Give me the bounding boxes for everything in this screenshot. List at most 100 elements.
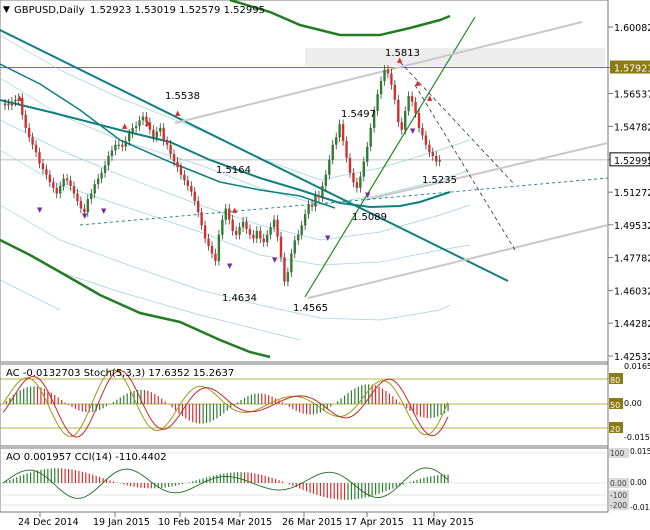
- candle-body: [417, 112, 421, 128]
- candle-body: [279, 236, 283, 258]
- moving-average-line: [0, 99, 451, 209]
- candle-body: [221, 219, 224, 235]
- candle-body: [165, 141, 169, 145]
- uptrend-line[interactable]: [304, 16, 476, 298]
- cci-line: [2, 467, 449, 499]
- cci-level-box: [609, 448, 629, 458]
- candle-body: [414, 101, 417, 113]
- candle-body: [155, 131, 158, 138]
- candle-body: [100, 172, 103, 179]
- candle-body: [131, 127, 134, 134]
- dashed-projection-line[interactable]: [399, 61, 516, 186]
- fractal-down-marker: ▼: [272, 256, 278, 264]
- candle-body: [390, 73, 393, 85]
- ao-panel: [0, 447, 609, 513]
- cci-level-box: [609, 490, 629, 500]
- candle-body: [252, 234, 255, 239]
- candle-body: [107, 156, 110, 166]
- candle-body: [48, 174, 52, 183]
- candle-body: [379, 81, 383, 95]
- channel-line-middle[interactable]: [364, 142, 609, 201]
- channel-line-upper[interactable]: [174, 21, 583, 124]
- dotted-trend-line[interactable]: [79, 177, 609, 226]
- downtrend-line[interactable]: [0, 29, 509, 282]
- candle-body: [179, 167, 183, 175]
- fractal-down-marker: ▼: [410, 127, 416, 135]
- date-label: 19 Jan 2015: [93, 517, 150, 528]
- ac-indicator-layer: [0, 369, 608, 438]
- ao-axis-label: 0.015664: [630, 447, 650, 456]
- candle-body: [331, 144, 334, 160]
- candle-body: [96, 178, 100, 185]
- candle-body: [355, 182, 359, 188]
- fractal-down-marker: ▼: [82, 212, 88, 220]
- main-chart-layer: ▲ ▲ ▲ ▲ ▲ ▲ ▲ ▲ ▼ ▼ ▼ ▼ ▼ ▼ ▼ ▼ 1.5813 1.5538 1.5497 1.5164…: [0, 0, 609, 359]
- level-price-box: [610, 60, 650, 74]
- candle-body: [324, 174, 328, 187]
- channel-line-lower[interactable]: [307, 224, 609, 299]
- candle-body: [262, 238, 265, 243]
- candle-body: [231, 219, 234, 231]
- candle-body: [76, 193, 79, 202]
- candle-body: [79, 201, 83, 209]
- date-label: 11 May 2015: [412, 517, 474, 528]
- candle-body: [359, 176, 362, 188]
- fractal-up-marker: ▲: [427, 94, 433, 102]
- candle-body: [269, 227, 272, 235]
- candle-body: [10, 101, 14, 106]
- candle-body: [38, 152, 41, 164]
- candle-body: [317, 195, 321, 198]
- candle-body: [207, 238, 210, 246]
- ac-axis-label: -0.015637: [624, 433, 650, 442]
- candle-body: [159, 127, 162, 132]
- candle-body: [134, 126, 138, 128]
- candle-body: [369, 127, 372, 147]
- ac-panel-title: AC -0.0132703 Stoch(5,3,3) 17.6352 15.26…: [6, 368, 234, 379]
- price-label: 1.44282: [614, 319, 650, 330]
- price-label: 1.60082: [614, 23, 650, 34]
- candle-body: [200, 212, 203, 226]
- candle-body: [7, 103, 10, 106]
- envelope-line: [0, 204, 451, 321]
- candle-body: [259, 230, 262, 239]
- price-label: 1.46032: [614, 286, 650, 297]
- candle-body: [245, 221, 248, 230]
- candle-body: [34, 144, 38, 153]
- fractal-up-marker: ▲: [232, 206, 238, 214]
- price-label: 1.51272: [614, 188, 650, 199]
- candle-body: [362, 161, 365, 177]
- stoch-main-line: [2, 369, 449, 437]
- candle-body: [310, 204, 314, 207]
- gbpusd-triangle-icon: ▼: [3, 5, 10, 15]
- candle-body: [400, 122, 403, 130]
- candle-body: [176, 161, 179, 168]
- candle-body: [383, 69, 386, 82]
- stoch-level-box: [609, 422, 623, 433]
- candle-body: [228, 208, 231, 220]
- envelope-line: [0, 77, 471, 206]
- candle-body: [428, 144, 431, 153]
- fractal-up-marker: ▲: [397, 56, 403, 64]
- date-label: 17 Apr 2015: [345, 517, 404, 528]
- candle-body: [114, 144, 117, 151]
- candle-body: [283, 257, 286, 282]
- candle-body: [172, 154, 176, 162]
- candle-body: [303, 214, 307, 226]
- axis-layer: 1.60082 1.57921 1.56537 1.54782 1.52995 1.512…: [18, 23, 650, 528]
- candle-body: [335, 137, 338, 145]
- candle-body: [386, 69, 390, 74]
- candle-body: [197, 201, 200, 213]
- price-label: 1.52995: [614, 156, 650, 167]
- candle-body: [145, 116, 148, 123]
- price-annotation: 1.4634: [222, 293, 257, 304]
- stoch-level-label: 20: [610, 425, 620, 434]
- candle-body: [431, 152, 434, 157]
- candle-body: [238, 227, 241, 235]
- chart-ohlc: 1.52923 1.53019 1.52579 1.52995: [90, 5, 265, 16]
- ao-indicator-layer: [0, 452, 608, 506]
- cci-level-label: 100: [610, 449, 625, 458]
- fractal-up-marker: ▲: [175, 109, 181, 117]
- candle-body: [307, 204, 310, 215]
- candle-body: [435, 156, 438, 162]
